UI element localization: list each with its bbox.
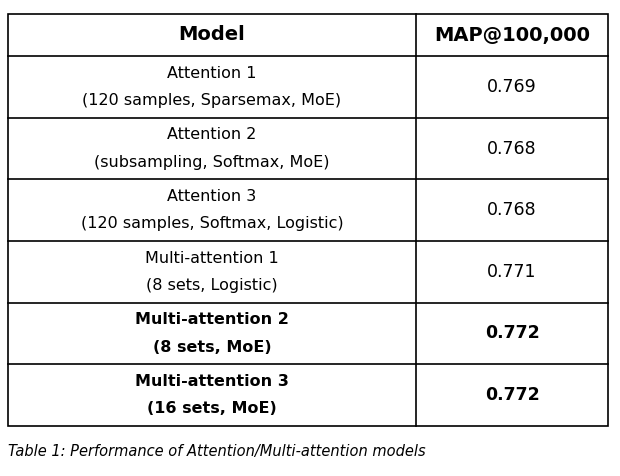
Text: (8 sets, Logistic): (8 sets, Logistic) <box>146 278 278 293</box>
Text: Attention 3: Attention 3 <box>167 189 257 204</box>
Text: (120 samples, Softmax, Logistic): (120 samples, Softmax, Logistic) <box>81 216 343 231</box>
Text: Multi-attention 3: Multi-attention 3 <box>135 374 289 389</box>
Bar <box>8 14 608 426</box>
Text: 0.772: 0.772 <box>485 325 539 343</box>
Text: 0.768: 0.768 <box>487 201 537 219</box>
Text: 0.771: 0.771 <box>487 263 537 281</box>
Text: Multi-attention 2: Multi-attention 2 <box>135 312 289 327</box>
Text: Model: Model <box>179 26 246 44</box>
Text: (16 sets, MoE): (16 sets, MoE) <box>147 401 277 416</box>
Text: (subsampling, Softmax, MoE): (subsampling, Softmax, MoE) <box>94 155 330 169</box>
Text: 0.769: 0.769 <box>487 78 537 96</box>
Text: (8 sets, MoE): (8 sets, MoE) <box>153 339 272 355</box>
Text: Attention 1: Attention 1 <box>167 66 257 81</box>
Text: 0.772: 0.772 <box>485 386 539 404</box>
Text: Attention 2: Attention 2 <box>167 128 257 142</box>
Text: MAP@100,000: MAP@100,000 <box>434 26 590 44</box>
Text: 0.768: 0.768 <box>487 139 537 158</box>
Text: Multi-attention 1: Multi-attention 1 <box>145 251 279 266</box>
Text: Table 1: Performance of Attention/Multi-attention models: Table 1: Performance of Attention/Multi-… <box>8 444 425 459</box>
Text: (120 samples, Sparsemax, MoE): (120 samples, Sparsemax, MoE) <box>82 93 342 108</box>
